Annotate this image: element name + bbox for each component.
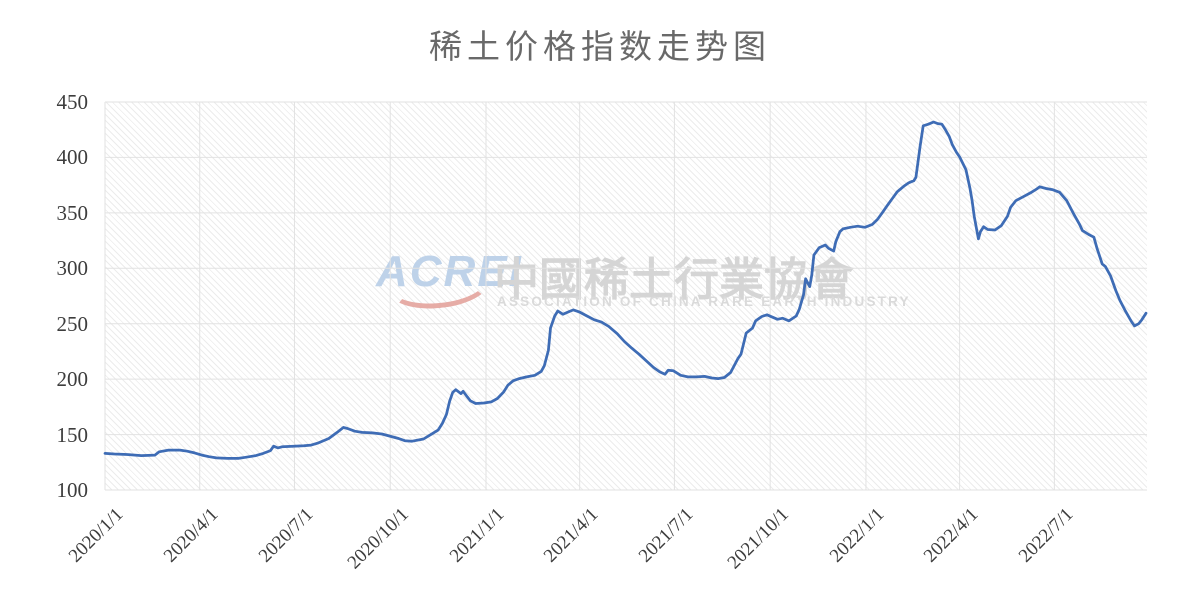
y-axis-tick-label: 150 xyxy=(56,422,89,447)
chart-title: 稀土价格指数走势图 xyxy=(429,30,771,66)
y-axis-tick-label: 200 xyxy=(56,367,89,392)
y-axis-tick-label: 400 xyxy=(56,145,89,170)
y-axis-tick-label: 250 xyxy=(56,311,89,336)
price-index-line xyxy=(103,120,1148,460)
y-axis-tick-label: 300 xyxy=(56,256,89,281)
y-axis-tick-label: 100 xyxy=(56,478,89,502)
y-axis-tick-label: 450 xyxy=(56,90,89,114)
gridlines xyxy=(104,101,1147,491)
y-axis-tick-label: 350 xyxy=(56,200,89,225)
plot-area-hatch-background xyxy=(105,102,1147,490)
